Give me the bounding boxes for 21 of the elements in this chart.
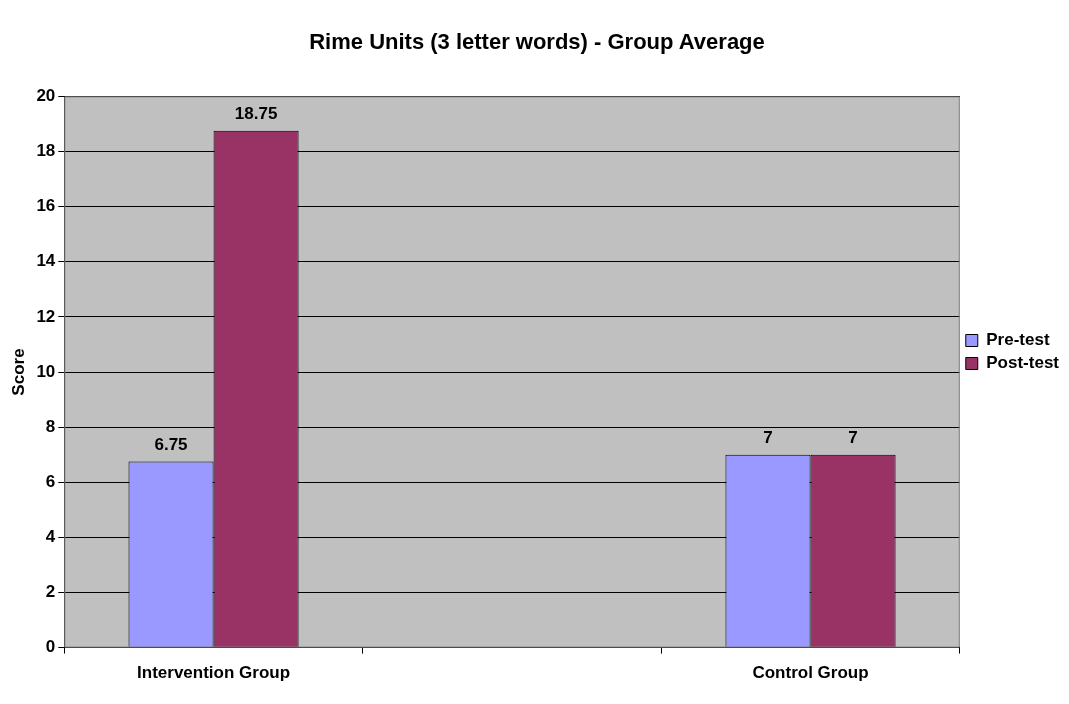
- y-tick-label: 8: [45, 416, 56, 436]
- y-tick-label: 18: [36, 141, 56, 161]
- y-tick-label: 20: [36, 86, 56, 106]
- y-axis-title: Score: [8, 348, 28, 396]
- y-tick-label: 0: [45, 637, 56, 657]
- data-label: 6.75: [154, 434, 188, 454]
- legend-label: Pre-test: [986, 330, 1050, 350]
- x-tick-label: Control Group: [752, 663, 869, 683]
- data-label: 7: [848, 427, 858, 447]
- x-tick-label: Intervention Group: [137, 663, 291, 683]
- y-tick-label: 2: [45, 582, 56, 602]
- chart-title: Rime Units (3 letter words) - Group Average: [309, 29, 765, 55]
- legend-label: Post-test: [986, 353, 1060, 373]
- y-tick-label: 4: [45, 527, 56, 547]
- y-tick-label: 16: [36, 196, 56, 216]
- y-tick-label: 10: [36, 361, 56, 381]
- data-label: 7: [763, 427, 773, 447]
- data-label: 18.75: [234, 104, 278, 124]
- y-tick-label: 6: [45, 471, 56, 491]
- y-tick-label: 12: [36, 306, 56, 326]
- y-tick-label: 14: [36, 251, 56, 271]
